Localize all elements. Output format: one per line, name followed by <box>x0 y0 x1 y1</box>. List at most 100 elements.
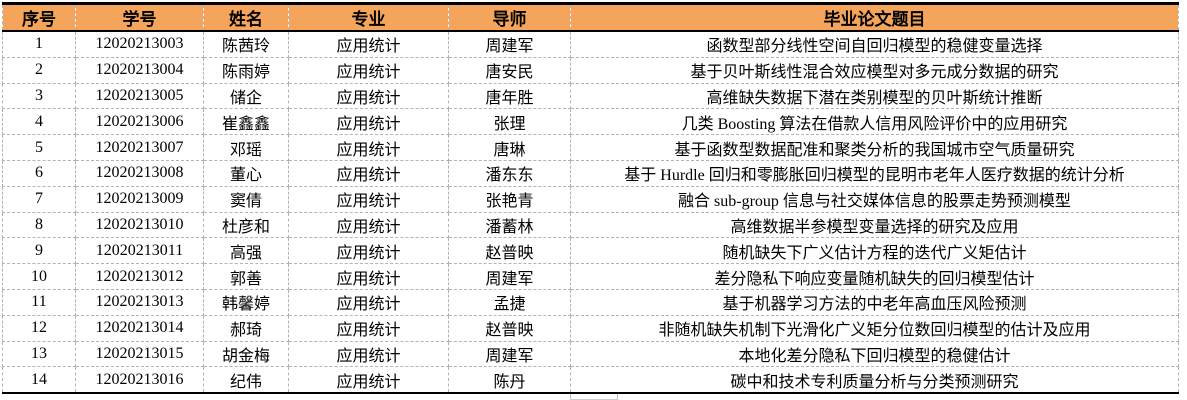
cell-student-id[interactable]: 12020213012 <box>75 263 204 290</box>
cell-name[interactable]: 陈雨婷 <box>203 57 289 84</box>
cell-major[interactable]: 应用统计 <box>288 57 449 84</box>
cell-thesis-title[interactable]: 高维缺失数据下潜在类别模型的贝叶斯统计推断 <box>570 83 1179 110</box>
cell-student-id[interactable]: 12020213007 <box>75 134 204 161</box>
cell-student-id[interactable]: 12020213004 <box>75 57 204 84</box>
cell-major[interactable]: 应用统计 <box>288 83 449 110</box>
table-row: 7 12020213009 窦倩 应用统计 张艳青 融合 sub-group 信息与社交媒… <box>2 186 1179 213</box>
cell-index[interactable]: 12 <box>2 315 76 342</box>
cell-advisor[interactable]: 唐安民 <box>448 57 571 84</box>
cell-name[interactable]: 董心 <box>203 160 289 187</box>
cell-name[interactable]: 郝琦 <box>203 315 289 342</box>
cell-index[interactable]: 3 <box>2 83 76 110</box>
header-cell-student-id[interactable]: 学号 <box>75 2 204 32</box>
sheet-gridline-stub <box>570 394 571 400</box>
thesis-table: 序号 学号 姓名 专业 导师 毕业论文题目 1 12020213003 陈茜玲 应用统… <box>2 2 1179 395</box>
cell-student-id[interactable]: 12020213005 <box>75 83 204 110</box>
cell-name[interactable]: 胡金梅 <box>203 341 289 368</box>
cell-thesis-title[interactable]: 碳中和技术专利质量分析与分类预测研究 <box>570 366 1179 395</box>
cell-index[interactable]: 5 <box>2 134 76 161</box>
cell-index[interactable]: 14 <box>2 366 76 395</box>
table-row: 11 12020213013 韩馨婷 应用统计 孟捷 基于机器学习方法的中老年高血压风险预… <box>2 289 1179 316</box>
table-row: 13 12020213015 胡金梅 应用统计 周建军 本地化差分隐私下回归模型的稳健估计 <box>2 341 1179 368</box>
cell-major[interactable]: 应用统计 <box>288 212 449 239</box>
cell-advisor[interactable]: 张理 <box>448 108 571 136</box>
cell-student-id[interactable]: 12020213003 <box>75 31 204 58</box>
cell-name[interactable]: 崔鑫鑫 <box>203 108 289 136</box>
header-row: 序号 学号 姓名 专业 导师 毕业论文题目 <box>2 2 1179 32</box>
cell-major[interactable]: 应用统计 <box>288 186 449 213</box>
cell-thesis-title[interactable]: 非随机缺失机制下光滑化广义矩分位数回归模型的估计及应用 <box>570 315 1179 342</box>
cell-major[interactable]: 应用统计 <box>288 108 449 136</box>
cell-index[interactable]: 6 <box>2 160 76 187</box>
cell-index[interactable]: 2 <box>2 57 76 84</box>
cell-student-id[interactable]: 12020213016 <box>75 366 204 395</box>
cell-student-id[interactable]: 12020213010 <box>75 212 204 239</box>
cell-thesis-title[interactable]: 几类 Boosting 算法在借款人信用风险评价中的应用研究 <box>570 108 1179 136</box>
cell-student-id[interactable]: 12020213015 <box>75 341 204 368</box>
cell-major[interactable]: 应用统计 <box>288 160 449 187</box>
cell-index[interactable]: 7 <box>2 186 76 213</box>
cell-thesis-title[interactable]: 基于 Hurdle 回归和零膨胀回归模型的昆明市老年人医疗数据的统计分析 <box>570 160 1179 187</box>
cell-advisor[interactable]: 唐琳 <box>448 134 571 161</box>
cell-index[interactable]: 9 <box>2 237 76 265</box>
cell-student-id[interactable]: 12020213014 <box>75 315 204 342</box>
table-body: 1 12020213003 陈茜玲 应用统计 周建军 函数型部分线性空间自回归模型的稳健变… <box>2 31 1179 395</box>
cell-name[interactable]: 郭善 <box>203 263 289 290</box>
cell-name[interactable]: 窦倩 <box>203 186 289 213</box>
cell-major[interactable]: 应用统计 <box>288 341 449 368</box>
cell-student-id[interactable]: 12020213013 <box>75 289 204 316</box>
cell-advisor[interactable]: 潘东东 <box>448 160 571 187</box>
cell-thesis-title[interactable]: 高维数据半参模型变量选择的研究及应用 <box>570 212 1179 239</box>
cell-thesis-title[interactable]: 随机缺失下广义估计方程的迭代广义矩估计 <box>570 237 1179 265</box>
header-cell-advisor[interactable]: 导师 <box>448 2 571 32</box>
cell-thesis-title[interactable]: 函数型部分线性空间自回归模型的稳健变量选择 <box>570 31 1179 58</box>
cell-thesis-title[interactable]: 差分隐私下响应变量随机缺失的回归模型估计 <box>570 263 1179 290</box>
cell-name[interactable]: 邓瑶 <box>203 134 289 161</box>
cell-thesis-title[interactable]: 基于机器学习方法的中老年高血压风险预测 <box>570 289 1179 316</box>
cell-thesis-title[interactable]: 融合 sub-group 信息与社交媒体信息的股票走势预测模型 <box>570 186 1179 213</box>
cell-student-id[interactable]: 12020213011 <box>75 237 204 265</box>
cell-index[interactable]: 1 <box>2 31 76 58</box>
cell-student-id[interactable]: 12020213009 <box>75 186 204 213</box>
header-cell-index[interactable]: 序号 <box>2 2 76 32</box>
cell-advisor[interactable]: 周建军 <box>448 263 571 290</box>
cell-major[interactable]: 应用统计 <box>288 289 449 316</box>
table-row: 9 12020213011 高强 应用统计 赵普映 随机缺失下广义估计方程的迭代广义矩估计 <box>2 237 1179 265</box>
cell-advisor[interactable]: 潘蓄林 <box>448 212 571 239</box>
cell-student-id[interactable]: 12020213006 <box>75 108 204 136</box>
cell-index[interactable]: 4 <box>2 108 76 136</box>
cell-student-id[interactable]: 12020213008 <box>75 160 204 187</box>
cell-index[interactable]: 13 <box>2 341 76 368</box>
cell-major[interactable]: 应用统计 <box>288 263 449 290</box>
cell-name[interactable]: 高强 <box>203 237 289 265</box>
cell-index[interactable]: 8 <box>2 212 76 239</box>
cell-index[interactable]: 11 <box>2 289 76 316</box>
cell-thesis-title[interactable]: 基于函数型数据配准和聚类分析的我国城市空气质量研究 <box>570 134 1179 161</box>
cell-name[interactable]: 陈茜玲 <box>203 31 289 58</box>
cell-major[interactable]: 应用统计 <box>288 134 449 161</box>
cell-advisor[interactable]: 孟捷 <box>448 289 571 316</box>
cell-advisor[interactable]: 周建军 <box>448 31 571 58</box>
table-row: 10 12020213012 郭善 应用统计 周建军 差分隐私下响应变量随机缺失的回归模型… <box>2 263 1179 290</box>
cell-advisor[interactable]: 陈丹 <box>448 366 571 395</box>
cell-thesis-title[interactable]: 基于贝叶斯线性混合效应模型对多元成分数据的研究 <box>570 57 1179 84</box>
cell-advisor[interactable]: 张艳青 <box>448 186 571 213</box>
cell-major[interactable]: 应用统计 <box>288 366 449 395</box>
cell-advisor[interactable]: 赵普映 <box>448 237 571 265</box>
cell-name[interactable]: 储企 <box>203 83 289 110</box>
cell-major[interactable]: 应用统计 <box>288 31 449 58</box>
cell-major[interactable]: 应用统计 <box>288 315 449 342</box>
cell-advisor[interactable]: 周建军 <box>448 341 571 368</box>
header-cell-major[interactable]: 专业 <box>288 2 449 32</box>
cell-thesis-title[interactable]: 本地化差分隐私下回归模型的稳健估计 <box>570 341 1179 368</box>
cell-advisor[interactable]: 赵普映 <box>448 315 571 342</box>
cell-name[interactable]: 纪伟 <box>203 366 289 395</box>
header-cell-thesis-title[interactable]: 毕业论文题目 <box>570 2 1179 32</box>
header-cell-name[interactable]: 姓名 <box>203 2 289 32</box>
cell-name[interactable]: 韩馨婷 <box>203 289 289 316</box>
cell-major[interactable]: 应用统计 <box>288 237 449 265</box>
cell-advisor[interactable]: 唐年胜 <box>448 83 571 110</box>
cell-index[interactable]: 10 <box>2 263 76 290</box>
cell-name[interactable]: 杜彦和 <box>203 212 289 239</box>
